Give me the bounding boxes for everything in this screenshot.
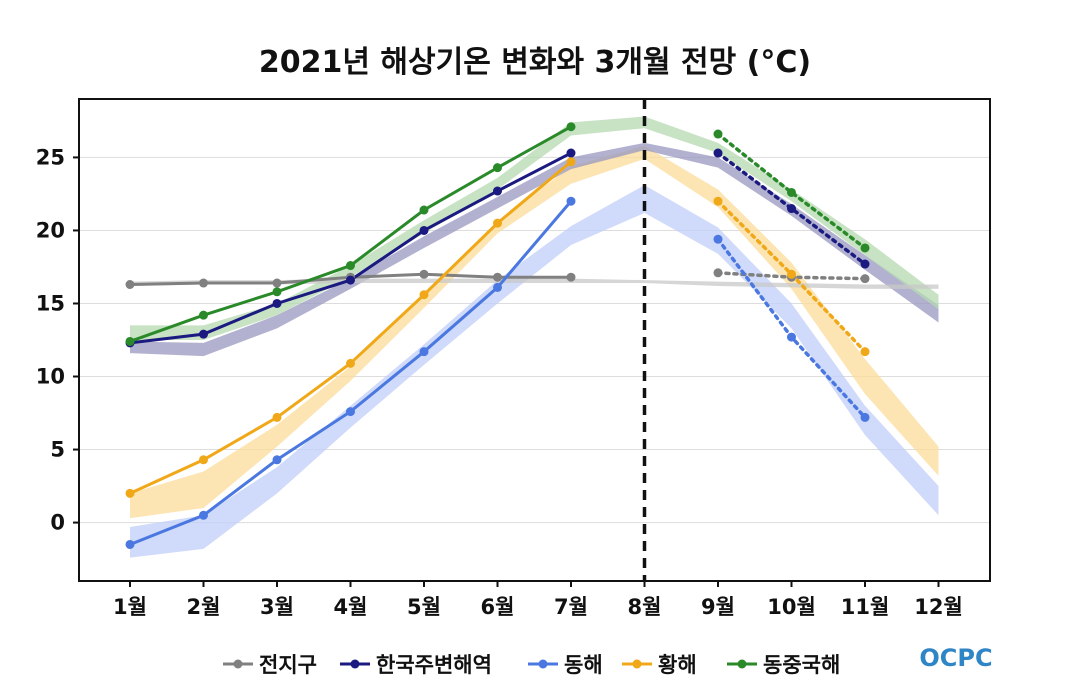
observed-point	[199, 510, 208, 520]
legend-swatch-point	[538, 659, 548, 669]
x-tick-label: 1월	[113, 595, 147, 619]
series-points	[125, 122, 870, 549]
legend-entry-label: 한국주변해역	[376, 653, 492, 677]
observed-point	[272, 455, 282, 465]
observed-point	[346, 261, 355, 271]
observed-point	[199, 278, 208, 288]
ocpc-logo: OCPC	[919, 644, 992, 672]
observed-point	[419, 205, 429, 215]
chart-title: 2021년 해상기온 변화와 3개월 전망 (°C)	[259, 45, 811, 80]
observed-point	[272, 278, 282, 288]
legend-entry-label: 동해	[564, 653, 603, 677]
forecast-point	[860, 243, 870, 253]
forecast-point	[860, 274, 870, 284]
observed-point	[125, 279, 135, 289]
x-tick-label: 11월	[841, 595, 890, 619]
observed-point	[493, 218, 502, 228]
legend[interactable]: 전지구 한국주변해역 동해 황해 동중국해	[223, 653, 840, 677]
observed-point	[346, 407, 355, 417]
observed-point	[346, 275, 355, 285]
legend-swatch-point	[350, 659, 360, 669]
x-tick-label: 3월	[260, 595, 294, 619]
forecast-point	[713, 234, 723, 244]
band-4	[130, 116, 939, 340]
observed-point	[566, 196, 576, 206]
band-2	[130, 185, 939, 558]
observed-point	[566, 148, 576, 158]
observed-point	[493, 186, 502, 196]
forecast-point	[713, 196, 723, 206]
forecast-point	[860, 412, 870, 422]
observed-line-4	[129, 125, 572, 343]
observed-point	[199, 329, 208, 339]
uncertainty-bands	[130, 116, 939, 558]
y-tick-label: 10	[36, 365, 65, 389]
observed-point	[419, 290, 429, 300]
legend-entry-label: 황해	[658, 653, 697, 677]
observed-point	[419, 269, 429, 279]
legend-entry-label: 전지구	[259, 653, 317, 677]
forecast-point	[713, 148, 723, 158]
legend-swatch-point	[737, 659, 747, 669]
x-tick-label: 4월	[334, 595, 368, 619]
y-tick-label: 15	[36, 291, 65, 315]
x-tick-label: 9월	[701, 595, 735, 619]
forecast-point	[713, 129, 723, 139]
observed-point	[272, 287, 282, 297]
forecast-point	[860, 347, 870, 357]
observed-point	[199, 310, 208, 320]
observed-point	[125, 539, 135, 549]
observed-point	[566, 157, 576, 167]
forecast-point	[787, 332, 796, 342]
forecast-line-4	[716, 132, 867, 250]
observed-point	[419, 347, 429, 357]
x-tick-label: 10월	[767, 595, 816, 619]
y-tick-label: 5	[50, 438, 65, 462]
x-tick-label: 7월	[554, 595, 588, 619]
forecast-point	[787, 269, 796, 279]
x-tick-label: 6월	[481, 595, 515, 619]
forecast-point	[713, 268, 723, 278]
forecast-point	[787, 187, 796, 197]
observed-point	[125, 336, 135, 346]
observed-point	[125, 488, 135, 498]
band-0	[130, 278, 939, 289]
x-axis: 1월 2월 3월 4월 5월 6월 7월 8월 9월 10월 11월 12월	[113, 581, 963, 619]
observed-point	[272, 298, 282, 308]
y-axis: 0 5 10 15 20 25	[36, 145, 79, 535]
x-tick-label: 5월	[407, 595, 441, 619]
observed-point	[493, 272, 502, 282]
forecast-point	[860, 259, 870, 269]
y-tick-label: 25	[36, 145, 65, 169]
legend-swatch-point	[632, 659, 642, 669]
observed-point	[419, 225, 429, 235]
y-tick-label: 20	[36, 218, 65, 242]
observed-point	[566, 122, 576, 132]
forecast-point	[787, 204, 796, 214]
observed-point	[199, 455, 208, 465]
observed-point	[493, 163, 502, 173]
x-tick-label: 2월	[187, 595, 221, 619]
observed-point	[272, 412, 282, 422]
legend-entry-label: 동중국해	[763, 653, 840, 677]
plot-frame	[78, 98, 991, 582]
x-tick-label: 8월	[628, 595, 662, 619]
band-3	[130, 145, 939, 519]
observed-point	[566, 272, 576, 282]
observed-point	[493, 282, 502, 292]
observed-point	[346, 358, 355, 368]
y-tick-label: 0	[50, 511, 65, 535]
legend-swatch-point	[233, 659, 243, 669]
x-tick-label: 12월	[914, 595, 963, 619]
band-1	[130, 142, 939, 357]
